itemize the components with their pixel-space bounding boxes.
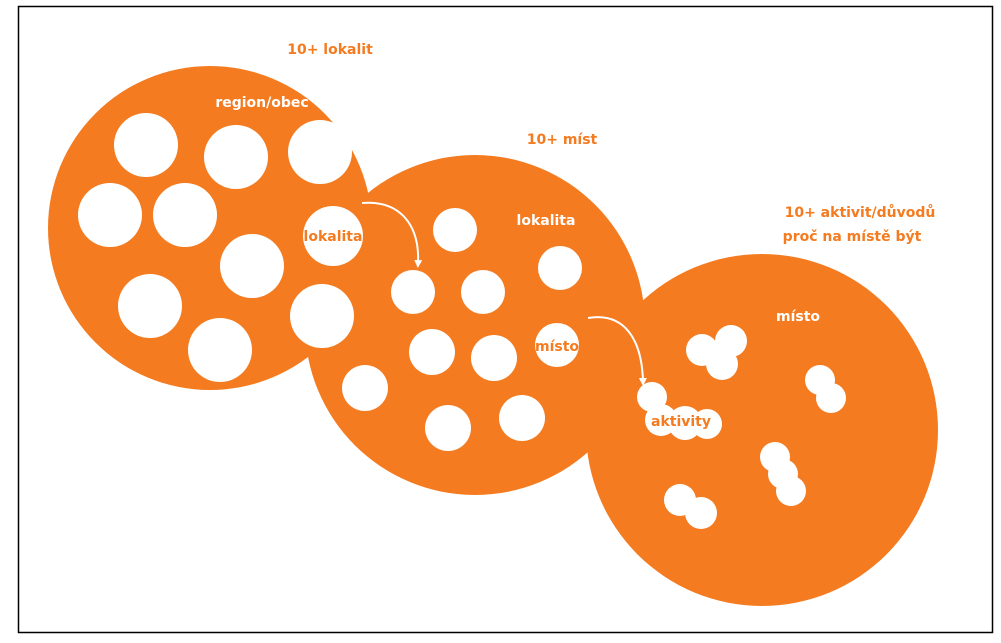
count: proč na místě být xyxy=(783,229,922,245)
circle xyxy=(188,318,252,382)
circle xyxy=(816,383,846,413)
circle xyxy=(776,476,806,506)
count: 10+ aktivit/důvodů xyxy=(785,204,936,221)
circle xyxy=(153,183,217,247)
circle xyxy=(668,406,702,440)
circle xyxy=(499,395,545,441)
circle xyxy=(204,125,268,189)
count: 10+ míst xyxy=(527,132,598,148)
circle xyxy=(433,208,477,252)
place-circle xyxy=(586,254,938,606)
arrow xyxy=(587,316,647,386)
circle xyxy=(685,497,717,529)
circle xyxy=(78,183,142,247)
circle xyxy=(303,206,363,266)
circle xyxy=(538,246,582,290)
item-label: aktivity xyxy=(651,414,711,430)
circle xyxy=(114,113,178,177)
circle xyxy=(409,329,455,375)
level-label: lokalita xyxy=(517,213,576,229)
arrow xyxy=(361,201,423,268)
circle xyxy=(425,405,471,451)
circle xyxy=(461,270,505,314)
circle xyxy=(391,270,435,314)
circle xyxy=(342,365,388,411)
circle xyxy=(290,284,354,348)
places xyxy=(342,208,582,451)
circle xyxy=(220,234,284,298)
activities xyxy=(637,325,846,529)
level-label: region/obec xyxy=(215,95,308,111)
circle xyxy=(288,120,352,184)
circle xyxy=(535,323,579,367)
item-label: lokalita xyxy=(304,229,363,245)
count: 10+ lokalit xyxy=(287,42,373,58)
item-label: místo xyxy=(535,339,579,355)
circle xyxy=(118,274,182,338)
circle xyxy=(706,348,738,380)
localities xyxy=(78,113,363,382)
circle xyxy=(692,409,722,439)
circle xyxy=(471,335,517,381)
locality-circle xyxy=(305,155,645,495)
level-label: místo xyxy=(776,309,820,325)
